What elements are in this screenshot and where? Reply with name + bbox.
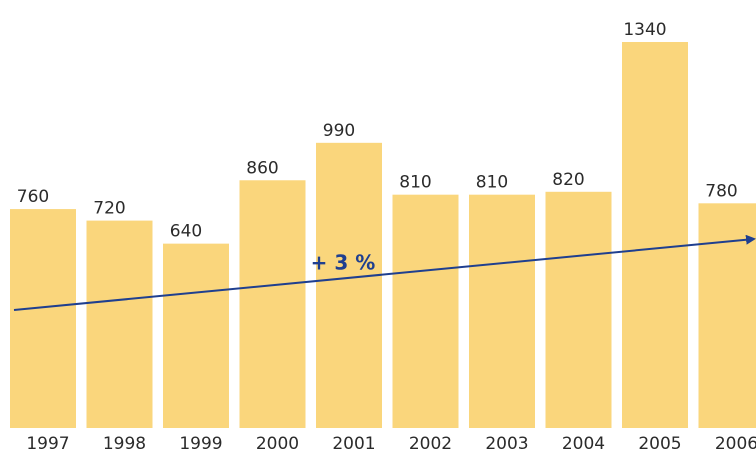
x-tick-label: 2005 [638, 434, 681, 454]
x-tick-label: 1999 [179, 434, 222, 454]
value-label: 810 [476, 173, 508, 193]
x-tick-label: 2003 [485, 434, 528, 454]
bar [698, 203, 756, 428]
bars [10, 42, 756, 428]
x-tick-label: 2004 [562, 434, 605, 454]
value-label: 780 [705, 181, 737, 201]
value-label: 760 [17, 187, 49, 207]
value-label: 990 [323, 121, 355, 141]
trend-arrow [13, 234, 756, 311]
bar [545, 191, 612, 428]
bar [316, 142, 382, 428]
value-label: 810 [399, 173, 431, 193]
x-tick-label: 2001 [332, 434, 375, 454]
value-label: 860 [246, 158, 278, 178]
bar [163, 243, 229, 428]
bar [392, 194, 459, 428]
x-tick-label: 2002 [409, 434, 452, 454]
x-tick-label: 2006 [715, 434, 756, 454]
value-label: 820 [552, 170, 584, 190]
bar [622, 42, 688, 428]
bar [10, 209, 76, 428]
value-label: 1340 [623, 20, 666, 40]
value-label: 640 [170, 222, 202, 242]
trend-annotation: + 3 % [311, 251, 376, 275]
x-tick-label: 1997 [26, 434, 69, 454]
x-tick-label: 1998 [103, 434, 146, 454]
bar [86, 220, 153, 428]
bar [239, 180, 306, 428]
value-label: 720 [93, 199, 125, 219]
x-tick-label: 2000 [256, 434, 299, 454]
bar [469, 194, 535, 428]
